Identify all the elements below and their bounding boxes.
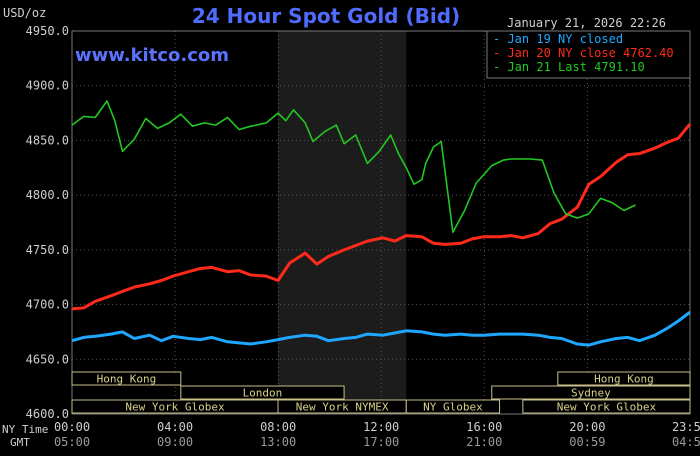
legend: - Jan 19 NY closed - Jan 20 NY close 476… — [486, 30, 691, 79]
x-tick-label-gmt: 20:00 — [569, 420, 605, 434]
x-tick-label-ny: 05:00 — [54, 435, 90, 449]
session-box — [405, 399, 501, 414]
x-tick-label-ny: 13:00 — [260, 435, 296, 449]
legend-entry-jan20: - Jan 20 NY close 4762.40 — [493, 46, 674, 60]
x-tick-label-ny: 21:00 — [466, 435, 502, 449]
watermark: www.kitco.com — [75, 45, 229, 66]
nymex-shade-band — [278, 31, 407, 414]
y-tick-label: 4950.0 — [26, 24, 69, 38]
chart-title: 24 Hour Spot Gold (Bid) — [192, 4, 460, 28]
date-time-label: January 21, 2026 22:26 — [507, 16, 666, 30]
x-tick-label-gmt: 00:00 — [54, 420, 90, 434]
x-row-label-gmt: GMT — [10, 436, 30, 449]
series-line-1 — [71, 123, 692, 311]
x-tick-label-gmt: 12:00 — [363, 420, 399, 434]
x-tick-label-gmt: 16:00 — [466, 420, 502, 434]
x-tick-label-ny: 17:00 — [363, 435, 399, 449]
session-box — [491, 385, 691, 400]
trading-sessions: Hong Kong London New York Globex New York N… — [71, 371, 691, 414]
series-line-2 — [71, 100, 636, 234]
session-label: New York Globex — [125, 401, 225, 414]
session-label: Hong Kong — [97, 373, 157, 386]
x-tick-label-ny: 09:00 — [157, 435, 193, 449]
y-tick-label: 4750.0 — [26, 243, 69, 257]
legend-entry-jan19: - Jan 19 NY closed — [493, 32, 623, 46]
plot-border — [71, 30, 691, 415]
y-tick-label: 4600.0 — [26, 407, 69, 421]
legend-entry-jan21: - Jan 21 Last 4791.10 — [493, 60, 645, 74]
x-tick-label-gmt: 04:00 — [157, 420, 193, 434]
x-tick-label-gmt: 08:00 — [260, 420, 296, 434]
series-line-0 — [71, 311, 691, 347]
nymex-shade — [278, 31, 407, 414]
session-box — [557, 371, 691, 386]
session-label: London — [243, 387, 283, 400]
y-axis: 4950.0 4900.0 4850.0 4800.0 4750.0 4700.0 4650… — [26, 24, 69, 421]
session-label: Sydney — [571, 387, 611, 400]
session-box — [180, 385, 345, 400]
y-tick-label: 4650.0 — [26, 352, 69, 366]
x-tick-label-gmt: 23:59 — [672, 420, 700, 434]
y-tick-label: 4900.0 — [26, 79, 69, 93]
session-label: NY Globex — [423, 401, 483, 414]
session-box — [71, 371, 182, 386]
session-label: New York NYMEX — [296, 401, 389, 414]
series-lines — [71, 100, 692, 347]
y-tick-label: 4700.0 — [26, 298, 69, 312]
y-axis-unit-label: USD/oz — [3, 6, 46, 20]
session-box — [522, 399, 691, 414]
session-label: Hong Kong — [594, 373, 654, 386]
x-row-label-ny: NY Time — [2, 423, 48, 436]
y-tick-label: 4850.0 — [26, 133, 69, 147]
session-label: New York Globex — [557, 401, 657, 414]
y-tick-label: 4800.0 — [26, 188, 69, 202]
x-tick-label-ny: 00:59 — [569, 435, 605, 449]
x-tick-label-ny: 04:59 — [672, 435, 700, 449]
legend-box — [486, 30, 691, 79]
